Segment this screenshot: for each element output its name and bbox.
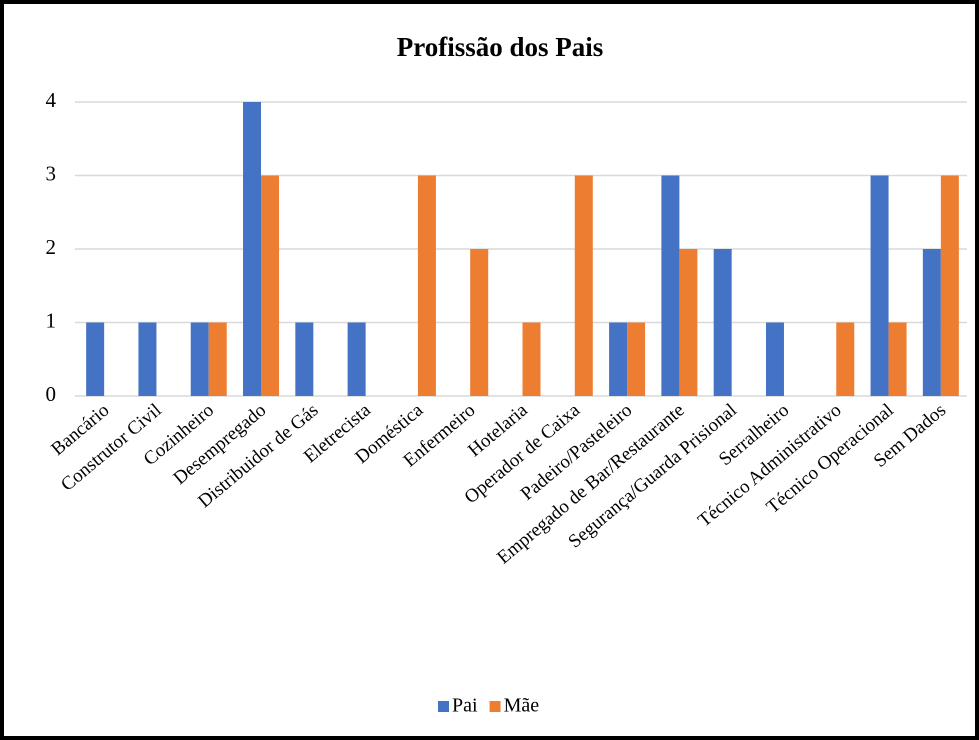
bar bbox=[870, 175, 889, 396]
bar bbox=[295, 322, 314, 396]
bar bbox=[609, 322, 628, 396]
y-tick-label: 2 bbox=[46, 235, 57, 259]
bar bbox=[836, 322, 855, 396]
bar bbox=[922, 249, 941, 396]
bar bbox=[522, 322, 541, 396]
legend-swatch bbox=[438, 701, 449, 712]
bar bbox=[208, 322, 227, 396]
legend-label: Mãe bbox=[504, 695, 540, 717]
bar bbox=[86, 322, 105, 396]
bar bbox=[190, 322, 209, 396]
y-tick-label: 0 bbox=[46, 382, 57, 406]
bar bbox=[627, 322, 646, 396]
legend-swatch bbox=[489, 701, 501, 712]
bar bbox=[713, 249, 732, 396]
bar bbox=[261, 175, 280, 396]
bar bbox=[417, 175, 436, 396]
bar bbox=[940, 175, 959, 396]
bar bbox=[765, 322, 784, 396]
chart-title: Profissão dos Pais bbox=[397, 32, 604, 62]
y-tick-label: 1 bbox=[46, 308, 57, 332]
bar bbox=[470, 249, 489, 396]
y-tick-label: 4 bbox=[46, 88, 57, 112]
bar bbox=[574, 175, 593, 396]
y-tick-label: 3 bbox=[46, 161, 57, 185]
bar bbox=[888, 322, 907, 396]
bar bbox=[138, 322, 157, 396]
bar bbox=[347, 322, 366, 396]
bar bbox=[679, 249, 698, 396]
bar bbox=[661, 175, 680, 396]
bar bbox=[243, 102, 262, 396]
legend-label: Pai bbox=[452, 695, 478, 717]
